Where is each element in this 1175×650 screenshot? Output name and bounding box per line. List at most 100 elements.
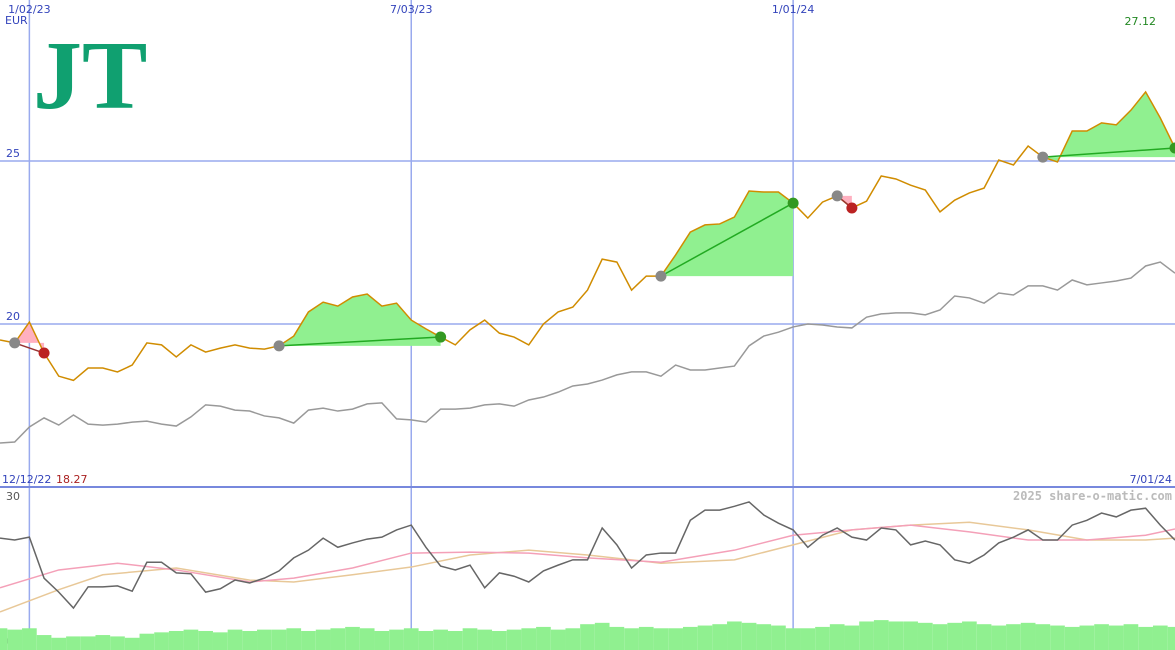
volume-bar [962,621,977,650]
volume-bar [829,624,845,650]
plot [0,90,1175,650]
signal-line [1042,147,1175,158]
range-start: 12/12/22 [2,473,51,486]
volume-bar [536,626,551,650]
volume-bar [1079,625,1095,650]
volume-bar [976,624,992,650]
volume-bar [154,632,169,650]
volume-bar [1064,626,1080,650]
signal-area [279,294,441,346]
volume-bar [447,630,463,650]
volume-bar [403,628,419,650]
volume-bar [124,637,140,650]
volume-bar [301,630,316,650]
y-tick-label: 25 [6,147,20,160]
series-line [0,524,1175,589]
signal-end [38,347,50,359]
volume-bar [1006,624,1021,650]
signal-line [279,336,441,347]
volume-bar [991,625,1007,650]
volume-bar [903,621,918,650]
volume-bar [418,630,434,650]
volume-bar [917,622,933,650]
volume-bar [139,633,155,650]
y-tick-label: 20 [6,310,20,323]
volume-bar [521,628,537,650]
volume-bar [565,628,581,650]
signal-end [787,197,799,209]
volume-bar [492,630,507,650]
signal-start [655,270,667,282]
y-tick-label: 30 [6,490,20,503]
volume-bar [462,628,478,650]
volume-bar [888,621,904,650]
signal-area [1042,91,1175,163]
volume-bar [183,629,199,650]
volume-bar [110,636,125,650]
volume-bar [932,624,948,650]
signal-start [1037,151,1049,163]
signal-area [14,322,45,354]
volume-bar [624,628,639,650]
volume-bar [550,629,566,650]
volume-bar [580,624,595,650]
volume-bar [727,621,742,650]
signal-end [435,331,447,343]
series-line [0,90,1175,382]
volume-bar [668,628,683,650]
signal-start [273,340,285,352]
volume-bar [477,629,493,650]
volume-bar [1035,624,1051,650]
x-tick-label: 7/03/23 [390,3,432,16]
watermark: 2025 share-o-matic.com [1013,489,1172,503]
volume-bar [95,635,111,650]
volume-bar [374,630,390,650]
volume-bar [359,628,375,650]
volume-bar [271,629,287,650]
currency: EUR [5,14,28,27]
volume-bar [66,636,81,650]
signal-area [660,191,794,277]
signal-line [660,202,794,277]
volume-bar [257,629,272,650]
volume-bar [389,629,404,650]
volume-bar [286,628,302,650]
series-line [0,261,1175,444]
signal-end [846,202,858,214]
volume-bar [433,629,448,650]
volume-bar [741,622,757,650]
volume-bar [859,621,874,650]
volume-bar [168,630,184,650]
volume-bar [697,625,713,650]
volume-bar [712,624,728,650]
volume-bar [1020,622,1036,650]
min-value: 18.27 [56,473,88,486]
series-line [0,501,1175,610]
volume-bar [80,636,96,650]
volume-bar [7,629,23,650]
volume-bar [1123,624,1139,650]
volume-bar [51,637,67,650]
x-tick-label: 1/02/23 [8,3,50,16]
max-value: 27.12 [1125,15,1157,28]
volume-bar [345,626,360,650]
volume-bar [653,628,669,650]
volume-bar [0,628,8,650]
volume-bar [844,625,860,650]
signal-start [831,190,843,202]
volume-bar [1138,626,1153,650]
volume-bar [682,626,698,650]
volume-bar [22,628,37,650]
volume-bar [212,632,228,650]
volume-bar [1152,625,1168,650]
volume-bar [947,622,963,650]
volume-bar [815,626,830,650]
volume-bar [1050,625,1065,650]
volume-bar [609,626,625,650]
volume-bar [785,628,801,650]
volume-bar [242,630,258,650]
volume-bar [506,629,522,650]
